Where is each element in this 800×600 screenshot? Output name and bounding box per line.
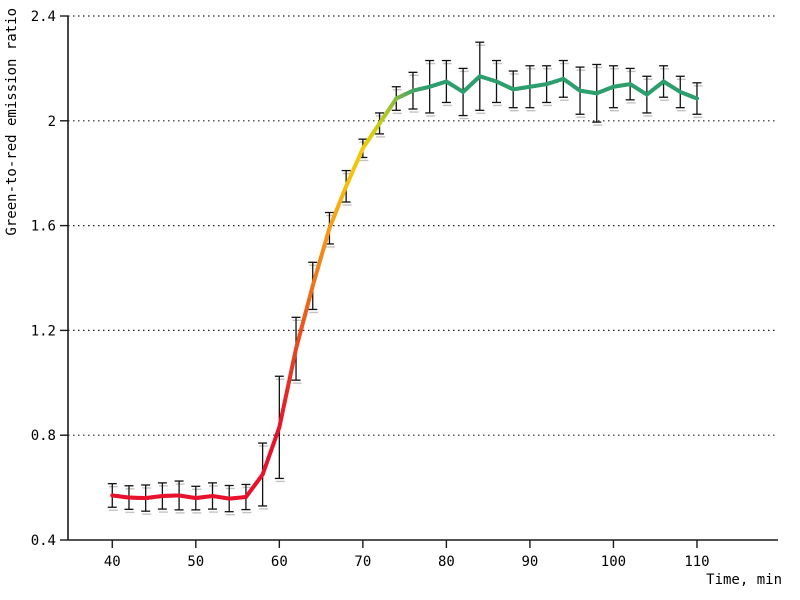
curve-segment bbox=[280, 399, 287, 417]
y-tick-label: 0.4 bbox=[31, 533, 56, 549]
error-bars bbox=[107, 41, 702, 513]
curve-segment bbox=[285, 372, 293, 391]
x-tick-label: 70 bbox=[354, 554, 371, 570]
x-tick-label: 110 bbox=[684, 554, 709, 570]
x-tick-label: 40 bbox=[104, 554, 121, 570]
error-bar-shadows bbox=[108, 44, 703, 516]
y-tick-label: 2.4 bbox=[31, 9, 56, 25]
y-tick-label: 1.6 bbox=[31, 219, 56, 235]
x-tick-label: 60 bbox=[271, 554, 288, 570]
axes bbox=[67, 16, 778, 541]
curve-segment bbox=[282, 386, 290, 404]
x-axis-label: Time, min bbox=[706, 572, 782, 588]
curve-segment bbox=[692, 95, 699, 101]
x-tick-label: 80 bbox=[438, 554, 455, 570]
gridlines bbox=[68, 15, 778, 436]
data-curve bbox=[110, 74, 699, 501]
x-axis-ticks: 40 50 60 70 80 90 100 110 bbox=[104, 540, 710, 570]
y-axis-ticks: 0.4 0.8 1.2 1.6 2 2.4 bbox=[31, 9, 68, 549]
y-tick-label: 1.2 bbox=[31, 323, 56, 339]
x-tick-label: 50 bbox=[187, 554, 204, 570]
curve-segment bbox=[277, 412, 285, 430]
x-tick-label: 90 bbox=[521, 554, 538, 570]
y-axis-label: Green-to-red emission ratio bbox=[4, 8, 20, 236]
curve-segment bbox=[291, 346, 299, 364]
y-tick-label: 2 bbox=[48, 114, 56, 130]
curve-segment bbox=[288, 359, 296, 377]
x-tick-label: 100 bbox=[601, 554, 626, 570]
y-tick-label: 0.8 bbox=[31, 428, 56, 444]
